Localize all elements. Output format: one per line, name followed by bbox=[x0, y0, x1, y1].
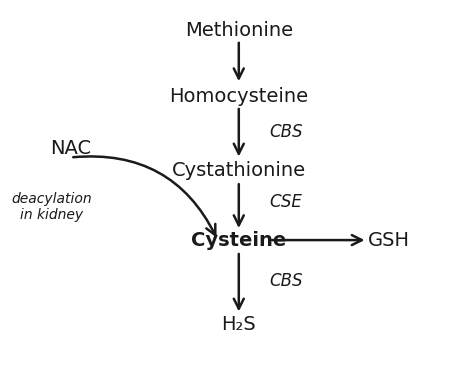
Text: GSH: GSH bbox=[367, 231, 410, 250]
Text: Methionine: Methionine bbox=[185, 21, 293, 40]
Text: NAC: NAC bbox=[50, 139, 91, 158]
Text: CBS: CBS bbox=[269, 123, 303, 141]
Text: deacylation
in kidney: deacylation in kidney bbox=[11, 192, 92, 222]
Text: Homocysteine: Homocysteine bbox=[169, 87, 309, 106]
Text: Cystathionine: Cystathionine bbox=[172, 161, 306, 180]
Text: CSE: CSE bbox=[269, 192, 302, 211]
Text: Cysteine: Cysteine bbox=[191, 231, 286, 250]
Text: CBS: CBS bbox=[269, 272, 303, 290]
Text: H₂S: H₂S bbox=[221, 315, 256, 334]
